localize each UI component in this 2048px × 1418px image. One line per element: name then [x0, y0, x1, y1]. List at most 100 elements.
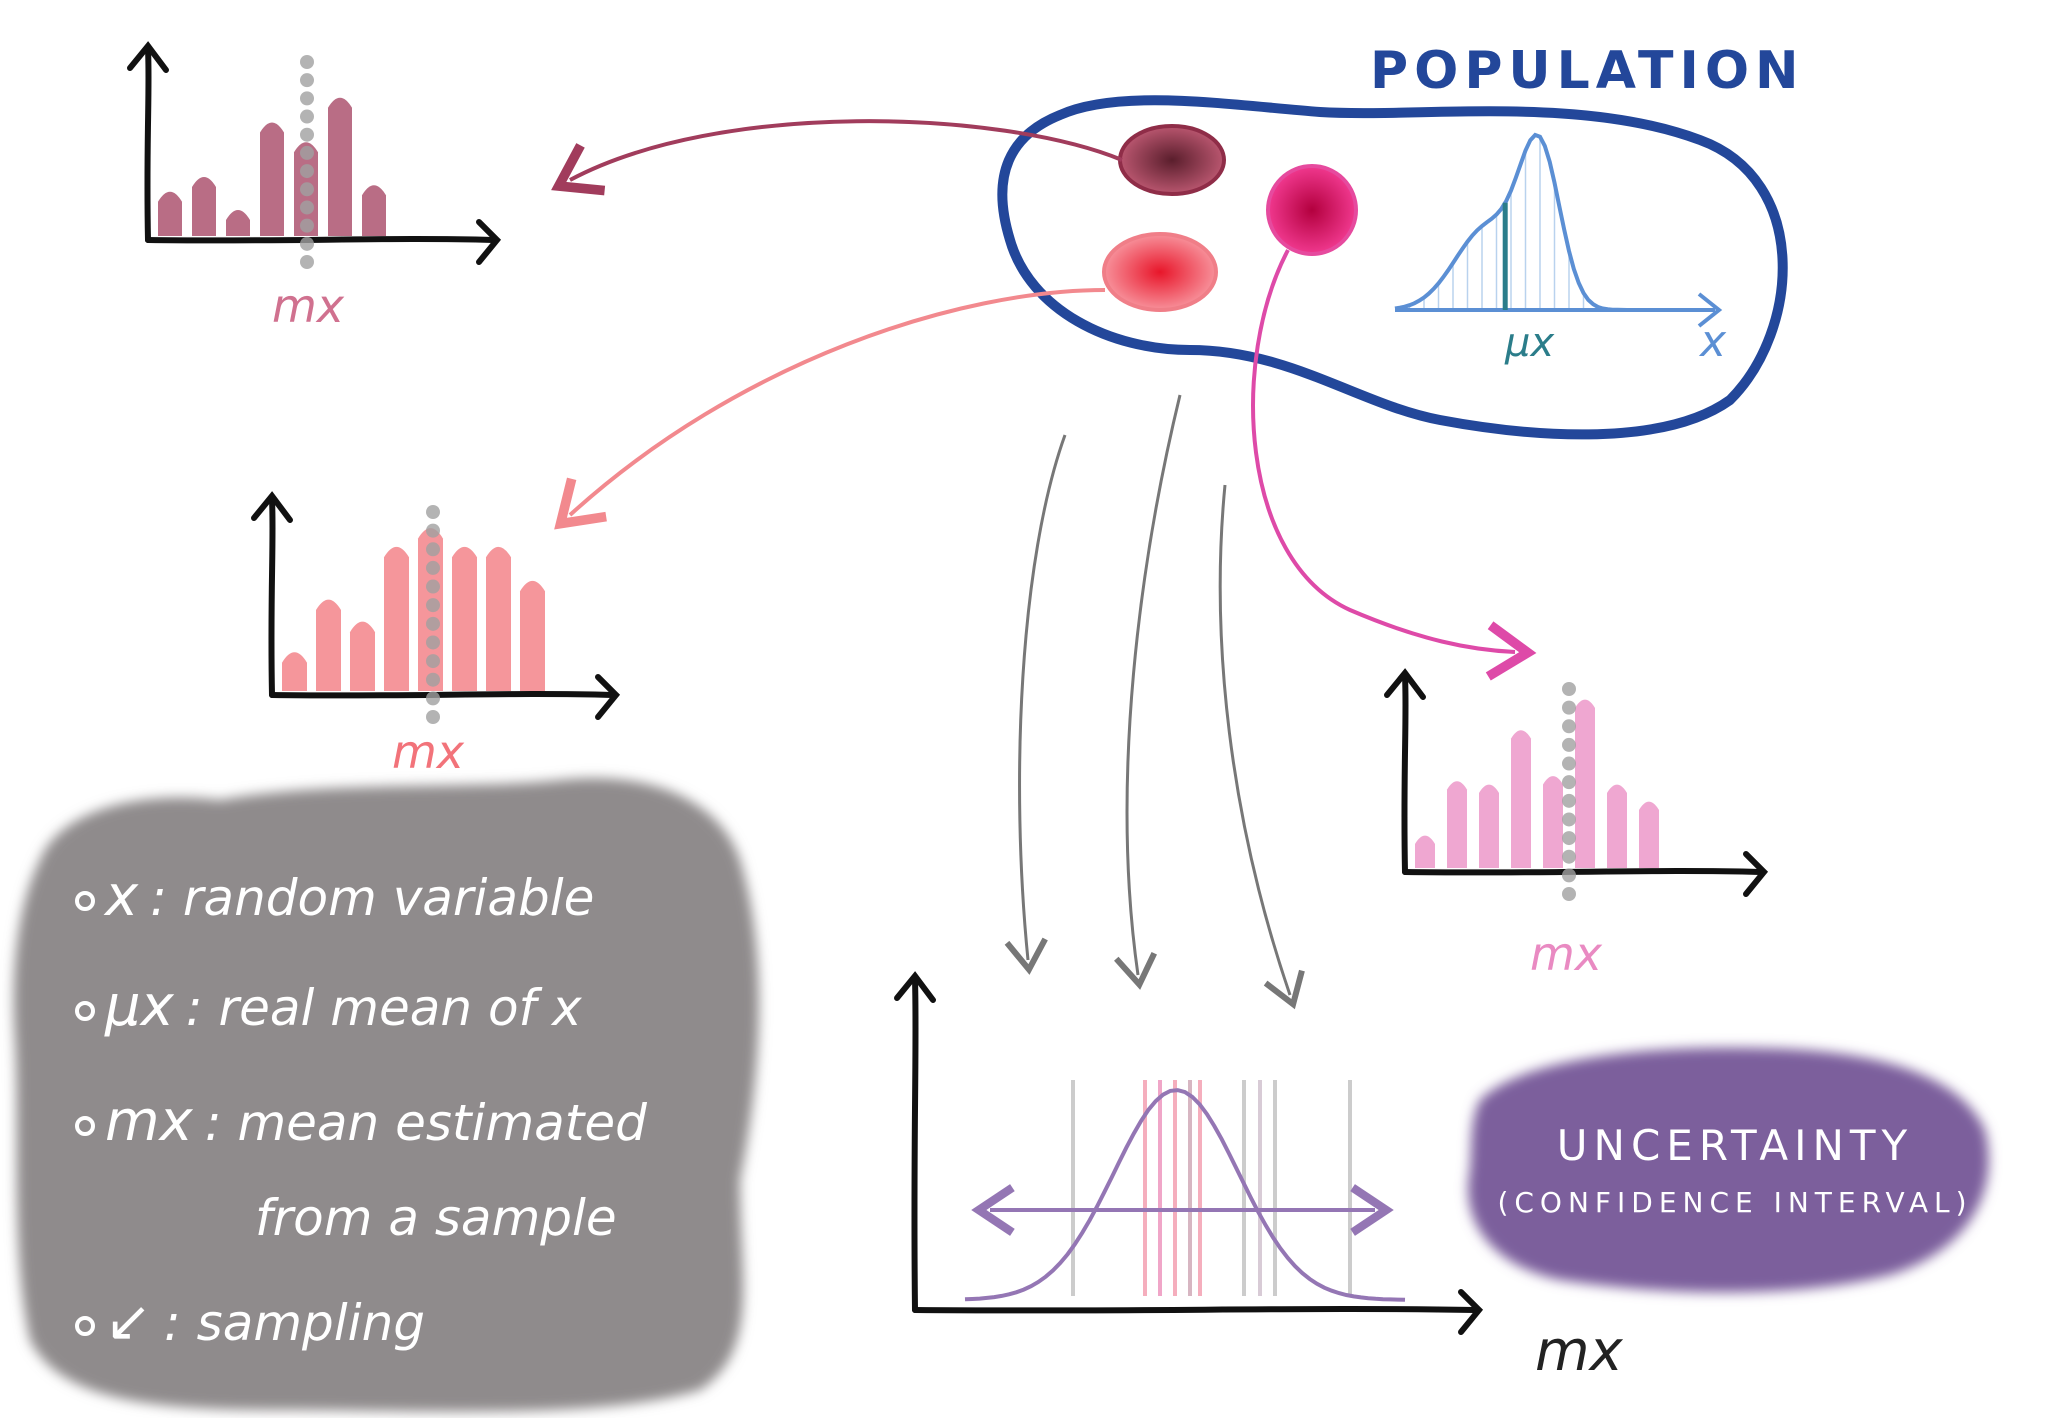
- sample-dark-y-axis: [144, 47, 152, 243]
- population-title: POPULATION: [1370, 41, 1805, 101]
- sample-red-x-arrowhead: [595, 674, 621, 720]
- sample-dark-y-arrowhead: [127, 41, 169, 73]
- sample-red-mean-dot: [426, 579, 440, 594]
- sample-dark-mean-dot: [300, 73, 314, 88]
- sample-dark-bar: [226, 209, 250, 236]
- sample-dark-x-axis: [145, 236, 496, 244]
- sample-red-mean-dot: [426, 691, 440, 706]
- legend-item-symbol: mx: [105, 1089, 194, 1154]
- sample-dark-mean-dot: [300, 218, 314, 233]
- population-density-axis-arrowhead: [1697, 292, 1723, 328]
- sample-dark-bar: [192, 176, 216, 236]
- estimate-y-arrowhead: [894, 971, 936, 1003]
- estimate-axis-label: mx: [1535, 1319, 1624, 1384]
- sample-red-mean-dot: [426, 654, 440, 669]
- sampling-arrow-gray-3: [1218, 484, 1305, 1010]
- sample-pink-mean-dot: [1562, 700, 1576, 715]
- uncertainty-subtitle: (CONFIDENCE INTERVAL): [1497, 1186, 1972, 1219]
- sample-pink-mean-dot: [1562, 793, 1576, 808]
- population-axis-label: x: [1698, 316, 1727, 367]
- population-outline: [997, 95, 1788, 440]
- sample-pink-mean-dot: [1562, 775, 1576, 790]
- legend-item-3: from a sample: [255, 1189, 617, 1247]
- sample-pink-bar: [1511, 730, 1531, 868]
- sample-red-mean-dot: [426, 560, 440, 575]
- sampling-arrow-gray-2: [1114, 394, 1182, 990]
- legend-item-4: ↙: sampling: [105, 1289, 425, 1354]
- sample-pink-bar: [1607, 784, 1627, 868]
- sample-pink-bar: [1415, 835, 1435, 868]
- sample-pink-x-axis: [1402, 868, 1763, 876]
- legend-item-2: mx: mean estimated: [105, 1089, 647, 1154]
- population-density-curve: [1394, 132, 1723, 328]
- sample-dark-mean-dot: [300, 55, 314, 69]
- sample-red-x-axis: [269, 691, 615, 699]
- sample-red-bar: [384, 546, 409, 691]
- sample-dark-bar: [362, 185, 386, 236]
- sample-pink-bar: [1639, 801, 1659, 868]
- sample-mean-label-red: mx: [392, 725, 465, 779]
- estimate-x-arrowhead: [1458, 1289, 1484, 1335]
- legend-item-0: x: random variable: [103, 864, 594, 929]
- sample-red-mean-dot: [426, 710, 440, 724]
- legend-item-1: μx: real mean of x: [104, 974, 582, 1039]
- estimate-distribution-chart: [894, 971, 1484, 1335]
- sample-dark-mean-dot: [300, 200, 314, 215]
- legend-item-symbol: x: [103, 864, 139, 929]
- legend-item-text: : sampling: [164, 1294, 425, 1352]
- sample-red-mean-dot: [426, 672, 440, 687]
- legend-item-text: from a sample: [255, 1189, 617, 1247]
- sample-pink-y-arrowhead: [1384, 668, 1426, 700]
- estimate-curve: [964, 1088, 1406, 1302]
- sample-pink-mean-dot: [1562, 812, 1576, 827]
- uncertainty-title: UNCERTAINTY: [1557, 1121, 1913, 1170]
- sample-red-bar: [452, 546, 477, 691]
- sampling-arrow-pink: [1251, 249, 1537, 681]
- sampling-arrow-gray-1: [1004, 434, 1067, 975]
- estimate-y-axis: [911, 977, 919, 1313]
- sample-histogram-pink: [1384, 668, 1769, 901]
- sample-histogram-red: [251, 491, 621, 724]
- sample-dark-mean-dot: [300, 145, 314, 160]
- sample-pink-bar: [1543, 776, 1563, 868]
- sample-red-bar: [350, 621, 375, 691]
- sample-mean-label-dark: mx: [272, 279, 345, 333]
- sample-pink-mean-dot: [1562, 887, 1576, 901]
- sample-dark-mean-dot: [300, 255, 314, 269]
- sampling-arrow-dark: [551, 119, 1123, 196]
- sample-blob-dark: [1118, 124, 1226, 196]
- sample-red-mean-dot: [426, 616, 440, 631]
- sample-red-bar: [520, 580, 545, 691]
- sample-dark-bar: [328, 97, 352, 236]
- legend-item-text: : mean estimated: [205, 1094, 647, 1152]
- sample-dark-bar: [260, 122, 284, 236]
- population-group: POPULATION μx x: [997, 41, 1805, 440]
- sample-pink-mean-dot: [1562, 831, 1576, 846]
- sample-pink-mean-dot: [1562, 682, 1576, 696]
- sample-dark-mean-dot: [300, 109, 314, 124]
- sample-pink-mean-dot: [1562, 719, 1576, 734]
- sample-red-mean-dot: [426, 635, 440, 650]
- sample-dark-bar: [158, 191, 182, 236]
- sample-pink-mean-dot: [1562, 868, 1576, 883]
- sample-red-y-arrowhead: [251, 491, 293, 523]
- sample-dark-mean-dot: [300, 236, 314, 251]
- sample-red-mean-dot: [426, 542, 440, 557]
- estimate-x-axis: [912, 1306, 1478, 1314]
- sample-blob-red: [1102, 232, 1218, 312]
- sample-pink-mean-dot: [1562, 849, 1576, 864]
- legend-bullet: [75, 1001, 95, 1021]
- sample-mean-label-pink: mx: [1530, 927, 1603, 981]
- legend-bullet: [75, 1116, 95, 1136]
- legend-bullet: [75, 1316, 95, 1336]
- legend-bullet: [75, 891, 95, 911]
- uncertainty-cloud-bg: [1468, 1047, 1989, 1293]
- sample-red-mean-dot: [426, 505, 440, 519]
- sample-red-mean-dot: [426, 523, 440, 538]
- legend-cloud-bg: [13, 778, 759, 1412]
- sample-pink-y-axis: [1401, 674, 1409, 875]
- legend-item-symbol: μx: [104, 974, 175, 1039]
- sample-pink-mean-dot: [1562, 737, 1576, 752]
- legend-item-text: : real mean of x: [186, 979, 582, 1037]
